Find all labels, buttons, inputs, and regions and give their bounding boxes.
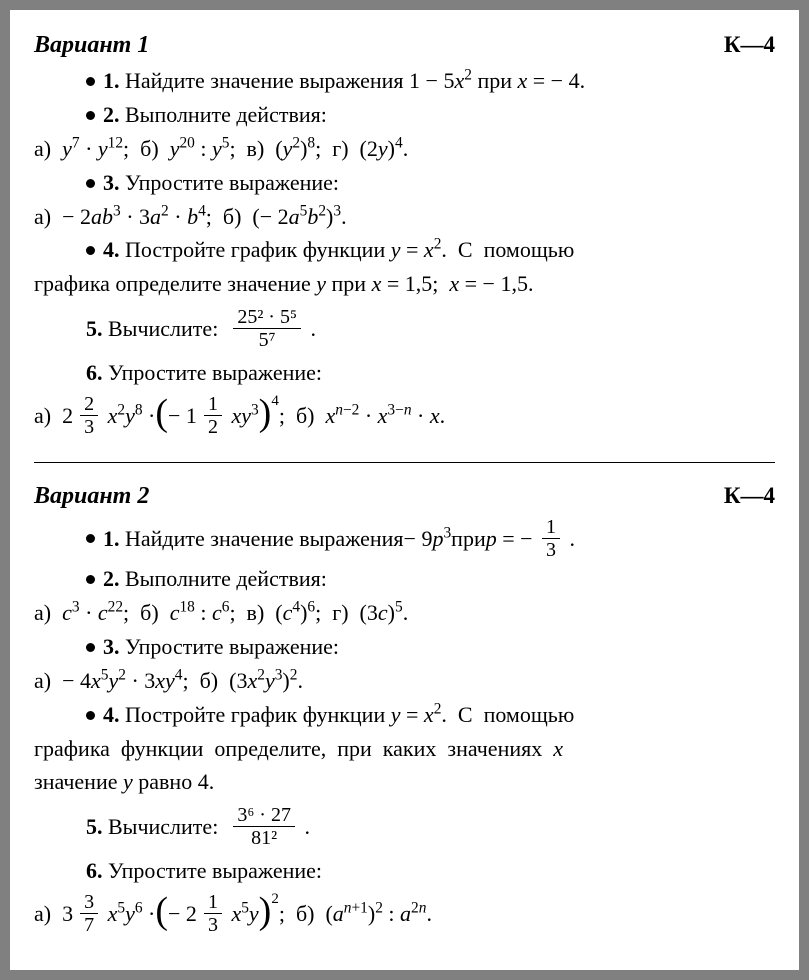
task-num: 1. xyxy=(103,523,120,555)
v1-task4-cont: графика определите значение y при x = 1,… xyxy=(34,268,775,300)
mixed-number: 2 23 xyxy=(62,393,102,438)
v1-task4: 4. Постройте график функции y = x2. С по… xyxy=(34,234,775,266)
bullet-icon xyxy=(86,643,95,652)
period: . xyxy=(564,523,575,555)
text: Вычислите: xyxy=(108,811,218,843)
v1-task6-items: а) 2 23 x2y8 · ( − 1 12 xy3 )4 ; б) xn−2… xyxy=(34,393,775,438)
v2-task5: 5. Вычислите: 3⁶ · 27 81² . xyxy=(34,804,775,849)
bullet-icon xyxy=(86,179,95,188)
text: Упростите выражение: xyxy=(108,360,322,385)
variant1-k: К—4 xyxy=(724,32,775,58)
fraction: 3⁶ · 27 81² xyxy=(233,804,295,849)
bullet-icon xyxy=(86,246,95,255)
variant-2: Вариант 2 К—4 1. Найдите значение выраже… xyxy=(34,477,775,952)
v1-task1: 1. Найдите значение выражения 1 − 5x2 пр… xyxy=(34,65,775,97)
variant2-header: Вариант 2 К—4 xyxy=(34,483,775,510)
fraction: 25² · 5⁵ 5⁷ xyxy=(233,306,301,351)
power: 2 xyxy=(271,889,279,911)
power: 4 xyxy=(271,391,279,413)
text: Постройте график функции xyxy=(125,237,391,262)
bullet-icon xyxy=(86,534,95,543)
v1-task5: 5. Вычислите: 25² · 5⁵ 5⁷ . xyxy=(34,306,775,351)
text: Упростите выражение: xyxy=(125,634,339,659)
text: Выполните действия: xyxy=(125,102,327,127)
task-num: 2. xyxy=(103,566,120,591)
v2-task6: 6. Упростите выражение: xyxy=(34,855,775,887)
bullet-icon xyxy=(86,575,95,584)
v1-task2: 2. Выполните действия: xyxy=(34,99,775,131)
text: при xyxy=(451,523,486,555)
v1-task6: 6. Упростите выражение: xyxy=(34,357,775,389)
task-num: 5. xyxy=(86,313,103,345)
text: . С помощью xyxy=(441,702,574,727)
expr: x5y xyxy=(226,898,259,930)
label: а) xyxy=(34,898,51,930)
sep: ; б) (an+1)2 : a2n. xyxy=(279,898,432,930)
v2-task1: 1. Найдите значение выражения − 9p3 при … xyxy=(34,516,775,561)
text: . С помощью xyxy=(441,237,574,262)
variant1-header: Вариант 1 К—4 xyxy=(34,32,775,59)
v2-task4: 4. Постройте график функции y = x2. С по… xyxy=(34,699,775,731)
frac-bot: 81² xyxy=(233,827,295,849)
bullet-icon xyxy=(86,711,95,720)
variant1-title: Вариант 1 xyxy=(34,32,149,59)
cond: p = − xyxy=(486,523,538,555)
expr: xy3 xyxy=(226,400,259,432)
v2-task3-items: а) − 4x5y2 · 3xy4; б) (3x2y3)2. xyxy=(34,665,775,697)
task-num: 3. xyxy=(103,634,120,659)
mixed-number: − 2 13 xyxy=(168,891,226,936)
frac-top: 3⁶ · 27 xyxy=(233,804,295,827)
sep: ; б) xn−2 · x3−n · x. xyxy=(279,400,445,432)
expr: y = x2 xyxy=(391,237,442,262)
mixed-number: − 1 12 xyxy=(168,393,226,438)
v1-task2-items: а) y7 · y12; б) y20 : y5; в) (y2)8; г) (… xyxy=(34,133,775,165)
text: Упростите выражение: xyxy=(125,170,339,195)
v2-task4-cont1: графика функции определите, при каких зн… xyxy=(34,733,775,765)
v1-task3-items: а) − 2ab3 · 3a2 · b4; б) (− 2a5b2)3. xyxy=(34,201,775,233)
expr: − 9p3 xyxy=(404,523,452,555)
label: а) xyxy=(34,400,51,432)
task-num: 6. xyxy=(86,360,103,385)
text: Найдите значение выражения xyxy=(125,523,404,555)
cond: x = − 4. xyxy=(517,68,585,93)
task-num: 4. xyxy=(103,237,120,262)
task-num: 1. xyxy=(103,68,120,93)
page: Вариант 1 К—4 1. Найдите значение выраже… xyxy=(10,10,799,970)
task-num: 3. xyxy=(103,170,120,195)
frac-top: 25² · 5⁵ xyxy=(233,306,301,329)
task-num: 4. xyxy=(103,702,120,727)
text: Выполните действия: xyxy=(125,566,327,591)
variant-1: Вариант 1 К—4 1. Найдите значение выраже… xyxy=(34,26,775,454)
v2-task2: 2. Выполните действия: xyxy=(34,563,775,595)
bullet-icon xyxy=(86,111,95,120)
period: . xyxy=(305,313,316,345)
expr: y = x2 xyxy=(391,702,442,727)
bullet-icon xyxy=(86,77,95,86)
frac-bot: 5⁷ xyxy=(233,329,301,351)
v1-task3: 3. Упростите выражение: xyxy=(34,167,775,199)
expr: 1 − 5x2 xyxy=(409,68,472,93)
text: Найдите значение выражения xyxy=(125,68,409,93)
period: . xyxy=(299,811,310,843)
text: Вычислите: xyxy=(108,313,218,345)
task-num: 6. xyxy=(86,858,103,883)
task-num: 2. xyxy=(103,102,120,127)
divider xyxy=(34,462,775,463)
task-num: 5. xyxy=(86,811,103,843)
text: Упростите выражение: xyxy=(108,858,322,883)
v2-task6-items: а) 3 37 x5y6 · ( − 2 13 x5y )2 ; б) (an+… xyxy=(34,891,775,936)
expr: x2y8 · xyxy=(102,400,155,432)
v2-task2-items: а) c3 · c22; б) c18 : c6; в) (c4)6; г) (… xyxy=(34,597,775,629)
v2-task4-cont2: значение y равно 4. xyxy=(34,766,775,798)
variant2-k: К—4 xyxy=(724,483,775,509)
expr: x5y6 · xyxy=(102,898,155,930)
v2-task3: 3. Упростите выражение: xyxy=(34,631,775,663)
fraction: 13 xyxy=(542,516,560,561)
mixed-number: 3 37 xyxy=(62,891,102,936)
text: Постройте график функции xyxy=(125,702,391,727)
variant2-title: Вариант 2 xyxy=(34,483,149,510)
text: при xyxy=(472,68,518,93)
